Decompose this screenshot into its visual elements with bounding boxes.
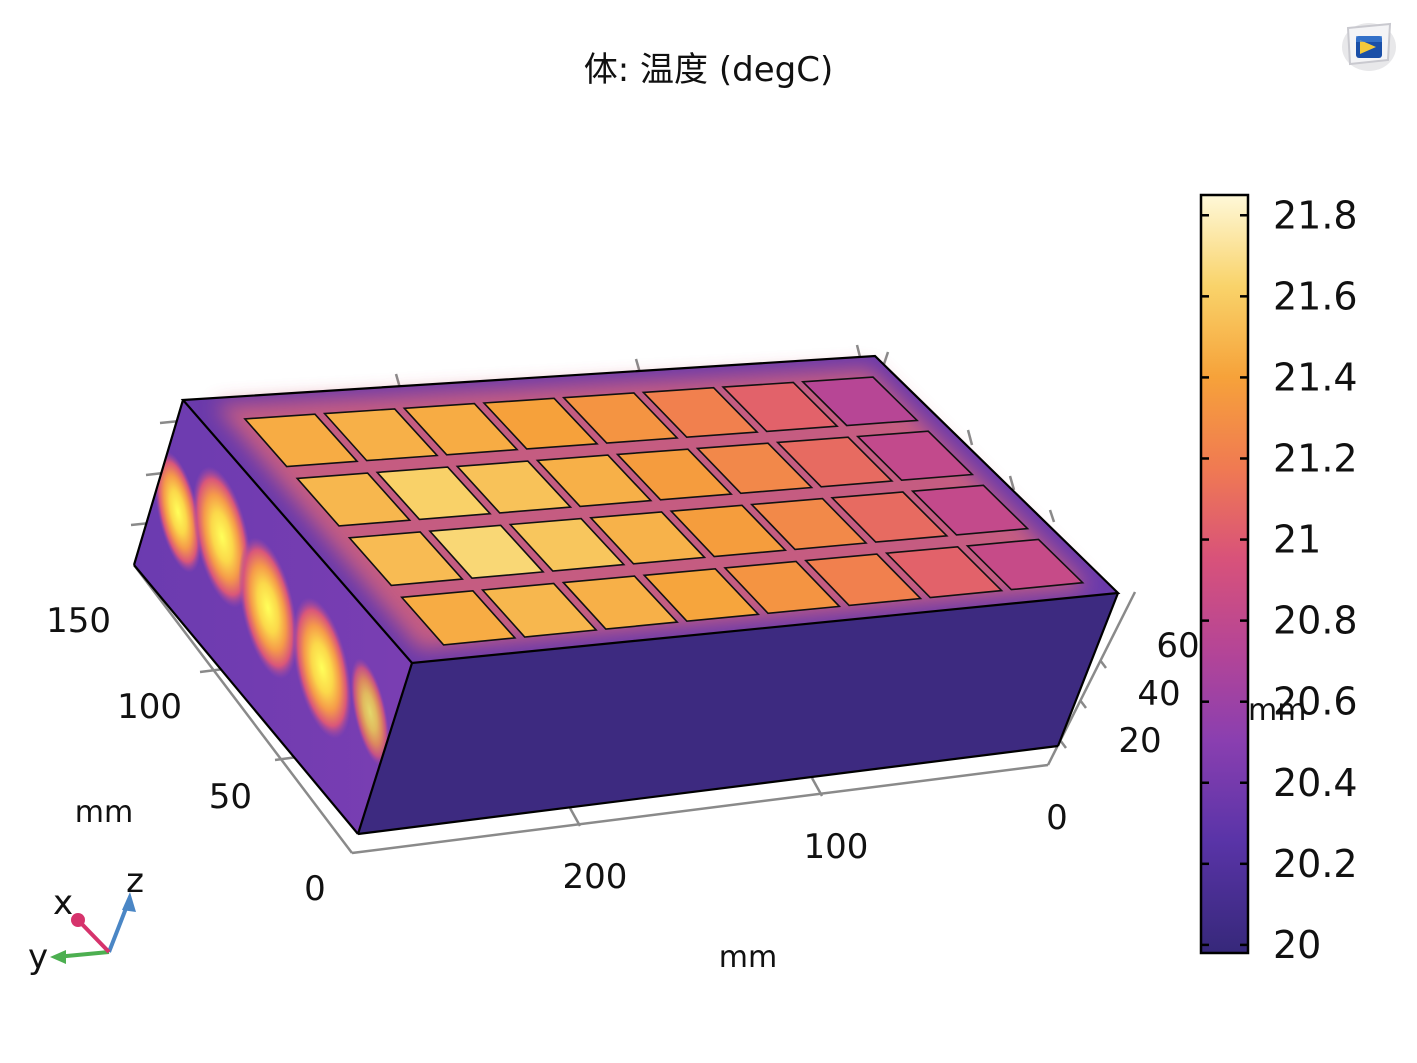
cell-r4-c6 — [804, 553, 923, 607]
cell-r2-c2 — [375, 466, 492, 521]
cell-r3-c4 — [589, 511, 707, 565]
x-tick-label-0: 0 — [1046, 798, 1068, 838]
cell-r1-c5 — [561, 392, 679, 444]
axis-unit-labels: mm mm mm — [75, 693, 1307, 975]
z-tick-label-20: 20 — [1118, 721, 1161, 761]
z-tick-label-40: 40 — [1137, 674, 1180, 714]
cell-r4-c8 — [965, 538, 1085, 591]
cell-r4-c5 — [723, 560, 842, 615]
cell-r1-c7 — [721, 381, 839, 433]
y-axis-unit: mm — [75, 795, 133, 830]
axis-tick-mark — [1008, 475, 1016, 491]
left-face-hotspots — [154, 451, 390, 766]
cell-r2-c6 — [695, 442, 814, 495]
cell-r3-c3 — [508, 517, 626, 572]
colorbar-tick-label: 21.6 — [1273, 274, 1358, 318]
axis-tick-mark — [966, 429, 974, 446]
cell-r2-c1 — [295, 472, 412, 527]
axis-ticks — [130, 344, 1107, 827]
y-tick-label-150: 150 — [46, 601, 111, 641]
z-axis-unit: mm — [1248, 693, 1306, 728]
x-tick-label-200: 200 — [563, 857, 628, 897]
cell-r1-c3 — [402, 402, 519, 456]
plot-title: 体: 温度 (degC) — [583, 50, 834, 90]
cell-r4-c4 — [642, 567, 761, 623]
z-axis-labels: 20 40 60 — [1118, 626, 1199, 761]
front-face — [358, 593, 1118, 834]
cell-r3-c8 — [910, 484, 1030, 536]
axis-tick-mark — [882, 351, 890, 365]
colorbar-tick-label: 20.8 — [1273, 599, 1358, 643]
cell-r3-c1 — [347, 531, 464, 587]
y-axis-labels: 0 50 100 150 — [46, 601, 326, 909]
cell-r3-c2 — [428, 524, 545, 580]
x-axis-labels: 200 100 0 — [563, 798, 1068, 897]
axis-tick-mark — [810, 777, 824, 797]
colorbar-tick-label: 20.6 — [1273, 680, 1358, 724]
colorbar-tick-label: 21 — [1273, 518, 1321, 562]
colorbar — [1199, 193, 1250, 955]
cell-r4-c7 — [884, 545, 1004, 599]
triad-x-label: x — [53, 883, 73, 923]
cell-r2-c3 — [455, 460, 573, 514]
colorbar-tick-label: 21.2 — [1273, 436, 1358, 480]
triad-y-label: y — [28, 937, 48, 977]
axis-tick-mark — [568, 807, 582, 827]
colorbar-ticks: 20 20.2 20.4 20.6 20.8 21 21.2 21.4 21.6 21.8 — [1201, 193, 1358, 967]
cell-r1-c1 — [243, 413, 359, 468]
x-axis-unit: mm — [719, 940, 777, 975]
y-tick-label-50: 50 — [209, 777, 252, 817]
cell-r3-c7 — [830, 491, 949, 543]
cell-r1-c4 — [482, 397, 599, 450]
cell-r1-c8 — [800, 376, 919, 427]
triad-z-label: z — [126, 861, 144, 901]
cells-group — [243, 376, 1085, 646]
axis-tick-mark — [1099, 659, 1107, 669]
y-tick-label-0: 0 — [304, 869, 326, 909]
z-tick-label-60: 60 — [1156, 626, 1199, 666]
x-tick-label-100: 100 — [804, 827, 869, 867]
axis-triad: z x y — [28, 861, 144, 977]
cell-r2-c8 — [855, 430, 975, 482]
cell-r4-c2 — [480, 582, 598, 638]
colorbar-tick-label: 20 — [1273, 923, 1321, 967]
cell-r1-c2 — [322, 408, 439, 462]
cell-r1-c6 — [641, 386, 759, 439]
cell-r4-c3 — [561, 575, 679, 630]
cell-r3-c5 — [669, 504, 788, 558]
cell-r2-c5 — [615, 448, 733, 501]
colorbar-tick-label: 20.4 — [1273, 761, 1358, 805]
axis-tick-mark — [1079, 699, 1087, 709]
colorbar-tick-label: 20.2 — [1273, 842, 1358, 886]
body-edges — [132, 354, 1121, 836]
cell-r4-c1 — [400, 589, 517, 646]
colorbar-tick-label: 21.4 — [1273, 355, 1358, 399]
cell-r2-c4 — [535, 454, 653, 508]
cell-r2-c7 — [775, 436, 894, 488]
y-tick-label-100: 100 — [117, 687, 182, 727]
colorbar-tick-label: 21.8 — [1273, 193, 1358, 237]
axis-tick-mark — [1048, 509, 1056, 523]
comsol-logo-icon — [1338, 14, 1400, 76]
cell-r3-c6 — [749, 497, 868, 551]
axis-tick-mark — [855, 344, 862, 358]
